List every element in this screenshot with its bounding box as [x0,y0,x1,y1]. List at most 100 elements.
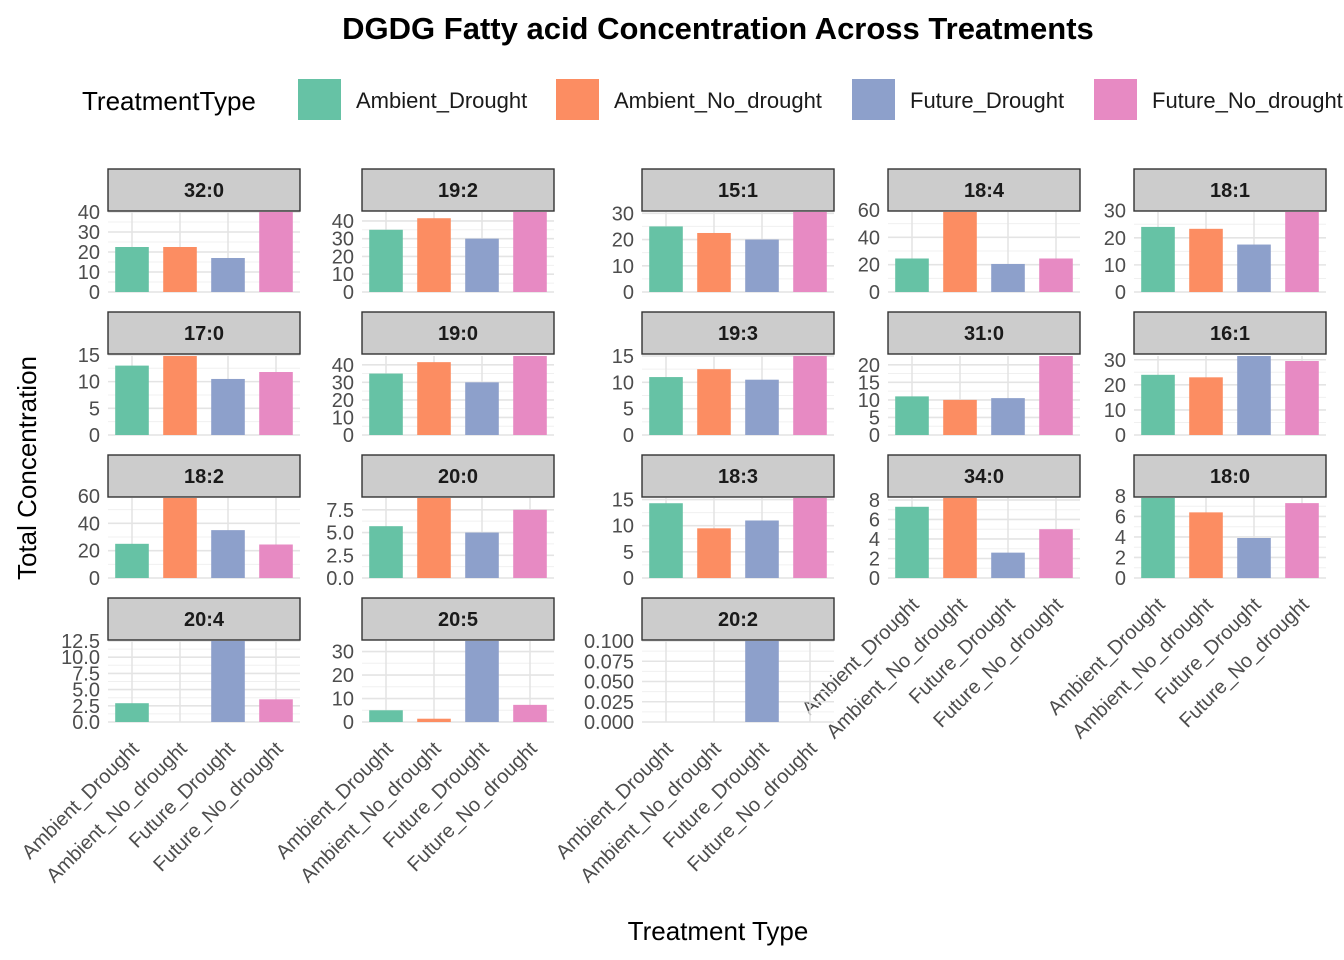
panel-strip [641,168,835,212]
y-tick-label: 0.025 [584,692,634,714]
y-tick-label: 5 [623,399,634,421]
bar-34-0-ambient-drought [895,506,929,578]
y-tick-label: 15 [858,372,880,394]
bar-20-2-future-drought [745,641,779,722]
y-tick-label: 6 [1115,506,1126,528]
bar-16-1-ambient-drought [1141,374,1175,435]
y-tick-label: 20 [1104,228,1126,250]
bar-31-0-ambient-drought [895,396,929,435]
y-tick-label: 20 [332,246,354,268]
bar-18-1-ambient-no-drought [1189,228,1223,292]
bar-20-5-ambient-no-drought [417,718,451,722]
bar-15-1-ambient-drought [649,226,683,292]
bar-16-1-future-drought [1237,356,1271,435]
y-tick-label: 5.0 [72,680,100,702]
y-tick-label: 10 [612,372,634,394]
y-tick-label: 0 [623,568,634,590]
legend-key-future-no-drought [1094,79,1137,120]
panel-strip [107,597,301,641]
y-tick-label: 0 [1115,568,1126,590]
y-tick-label: 0.0 [72,712,100,734]
bar-17-0-ambient-no-drought [163,356,197,435]
panel-18-3: 0 5 10 15 18:3 [612,454,835,590]
panel-strip [641,311,835,355]
panel-strip-label: 19:0 [438,323,478,345]
panel-strip-label: 18:2 [184,466,224,488]
bar-34-0-future-no-drought [1039,529,1073,578]
bar-20-0-future-drought [465,532,499,578]
y-tick-label: 10 [858,390,880,412]
y-tick-label: 60 [858,200,880,222]
bar-19-3-ambient-drought [649,377,683,435]
bar-18-0-ambient-no-drought [1189,512,1223,578]
y-tick-label: 15 [612,490,634,512]
panel-strip-label: 34:0 [964,466,1004,488]
y-axis-title: Total Concentration [12,356,42,580]
y-tick-label: 15 [78,345,100,367]
panel-17-0: 0 5 10 15 17:0 [78,311,301,447]
bar-19-2-future-no-drought [513,212,547,292]
y-tick-label: 10 [612,516,634,538]
y-tick-label: 40 [858,227,880,249]
legend-title: TreatmentType [82,86,256,116]
y-tick-label: 10 [1104,400,1126,422]
x-axis-title: Treatment Type [628,916,809,946]
y-tick-label: 20 [858,355,880,377]
y-tick-label: 5 [623,542,634,564]
panel-19-3: 0 5 10 15 19:3 [612,311,835,447]
panel-strip [1133,454,1327,498]
y-tick-label: 2.5 [326,545,354,567]
y-tick-label: 20 [78,242,100,264]
y-tick-label: 0 [623,425,634,447]
y-tick-label: 5 [869,407,880,429]
bar-16-1-future-no-drought [1285,361,1319,435]
bar-16-1-ambient-no-drought [1189,377,1223,435]
bar-18-3-ambient-drought [649,503,683,578]
legend-label-future-drought: Future_Drought [910,88,1064,113]
panel-15-1: 0 10 20 30 15:1 [612,168,835,304]
panel-strip [361,311,555,355]
bar-20-4-ambient-drought [115,703,149,722]
bar-18-0-ambient-drought [1141,498,1175,578]
y-tick-label: 20 [612,230,634,252]
y-tick-label: 20 [332,390,354,412]
panel-strip [361,168,555,212]
bar-18-2-ambient-no-drought [163,498,197,578]
bar-18-2-future-no-drought [259,544,293,578]
y-tick-label: 20 [1104,375,1126,397]
legend-key-ambient-no-drought [556,79,599,120]
bar-19-3-future-no-drought [793,356,827,435]
panel-20-4: 0.02.55.07.510.012.520:4Ambient_DroughtA… [18,597,301,887]
y-tick-label: 30 [332,642,354,664]
y-tick-label: 5.0 [326,523,354,545]
bar-15-1-future-drought [745,239,779,292]
panel-strip-label: 20:2 [718,609,758,631]
bar-20-4-future-no-drought [259,699,293,722]
y-tick-label: 0 [869,568,880,590]
facet-panels: 01020304032:001020304019:2010203015:1020… [18,168,1327,887]
panel-18-2: 0 20 40 60 18:2 [78,454,301,590]
y-tick-label: 15 [612,346,634,368]
bar-18-3-future-no-drought [793,498,827,578]
bar-32-0-ambient-drought [115,247,149,292]
y-tick-label: 10 [78,372,100,394]
y-tick-label: 10 [78,262,100,284]
bar-18-0-future-drought [1237,538,1271,578]
panel-strip-label: 18:0 [1210,466,1250,488]
y-tick-label: 5 [89,398,100,420]
panel-strip-label: 20:5 [438,609,478,631]
bar-32-0-future-drought [211,258,245,292]
y-tick-label: 20 [332,665,354,687]
legend-label-future-no-drought: Future_No_drought [1152,88,1343,113]
panel-strip-label: 32:0 [184,180,224,202]
legend: TreatmentType Ambient_Drought Ambient_No_… [82,79,1343,120]
panel-strip-label: 17:0 [184,323,224,345]
y-tick-label: 0 [869,425,880,447]
bar-15-1-future-no-drought [793,212,827,292]
y-tick-label: 30 [1104,350,1126,372]
y-tick-label: 10 [332,407,354,429]
bar-19-3-ambient-no-drought [697,369,731,435]
panel-strip-label: 18:3 [718,466,758,488]
bar-18-4-ambient-drought [895,258,929,292]
